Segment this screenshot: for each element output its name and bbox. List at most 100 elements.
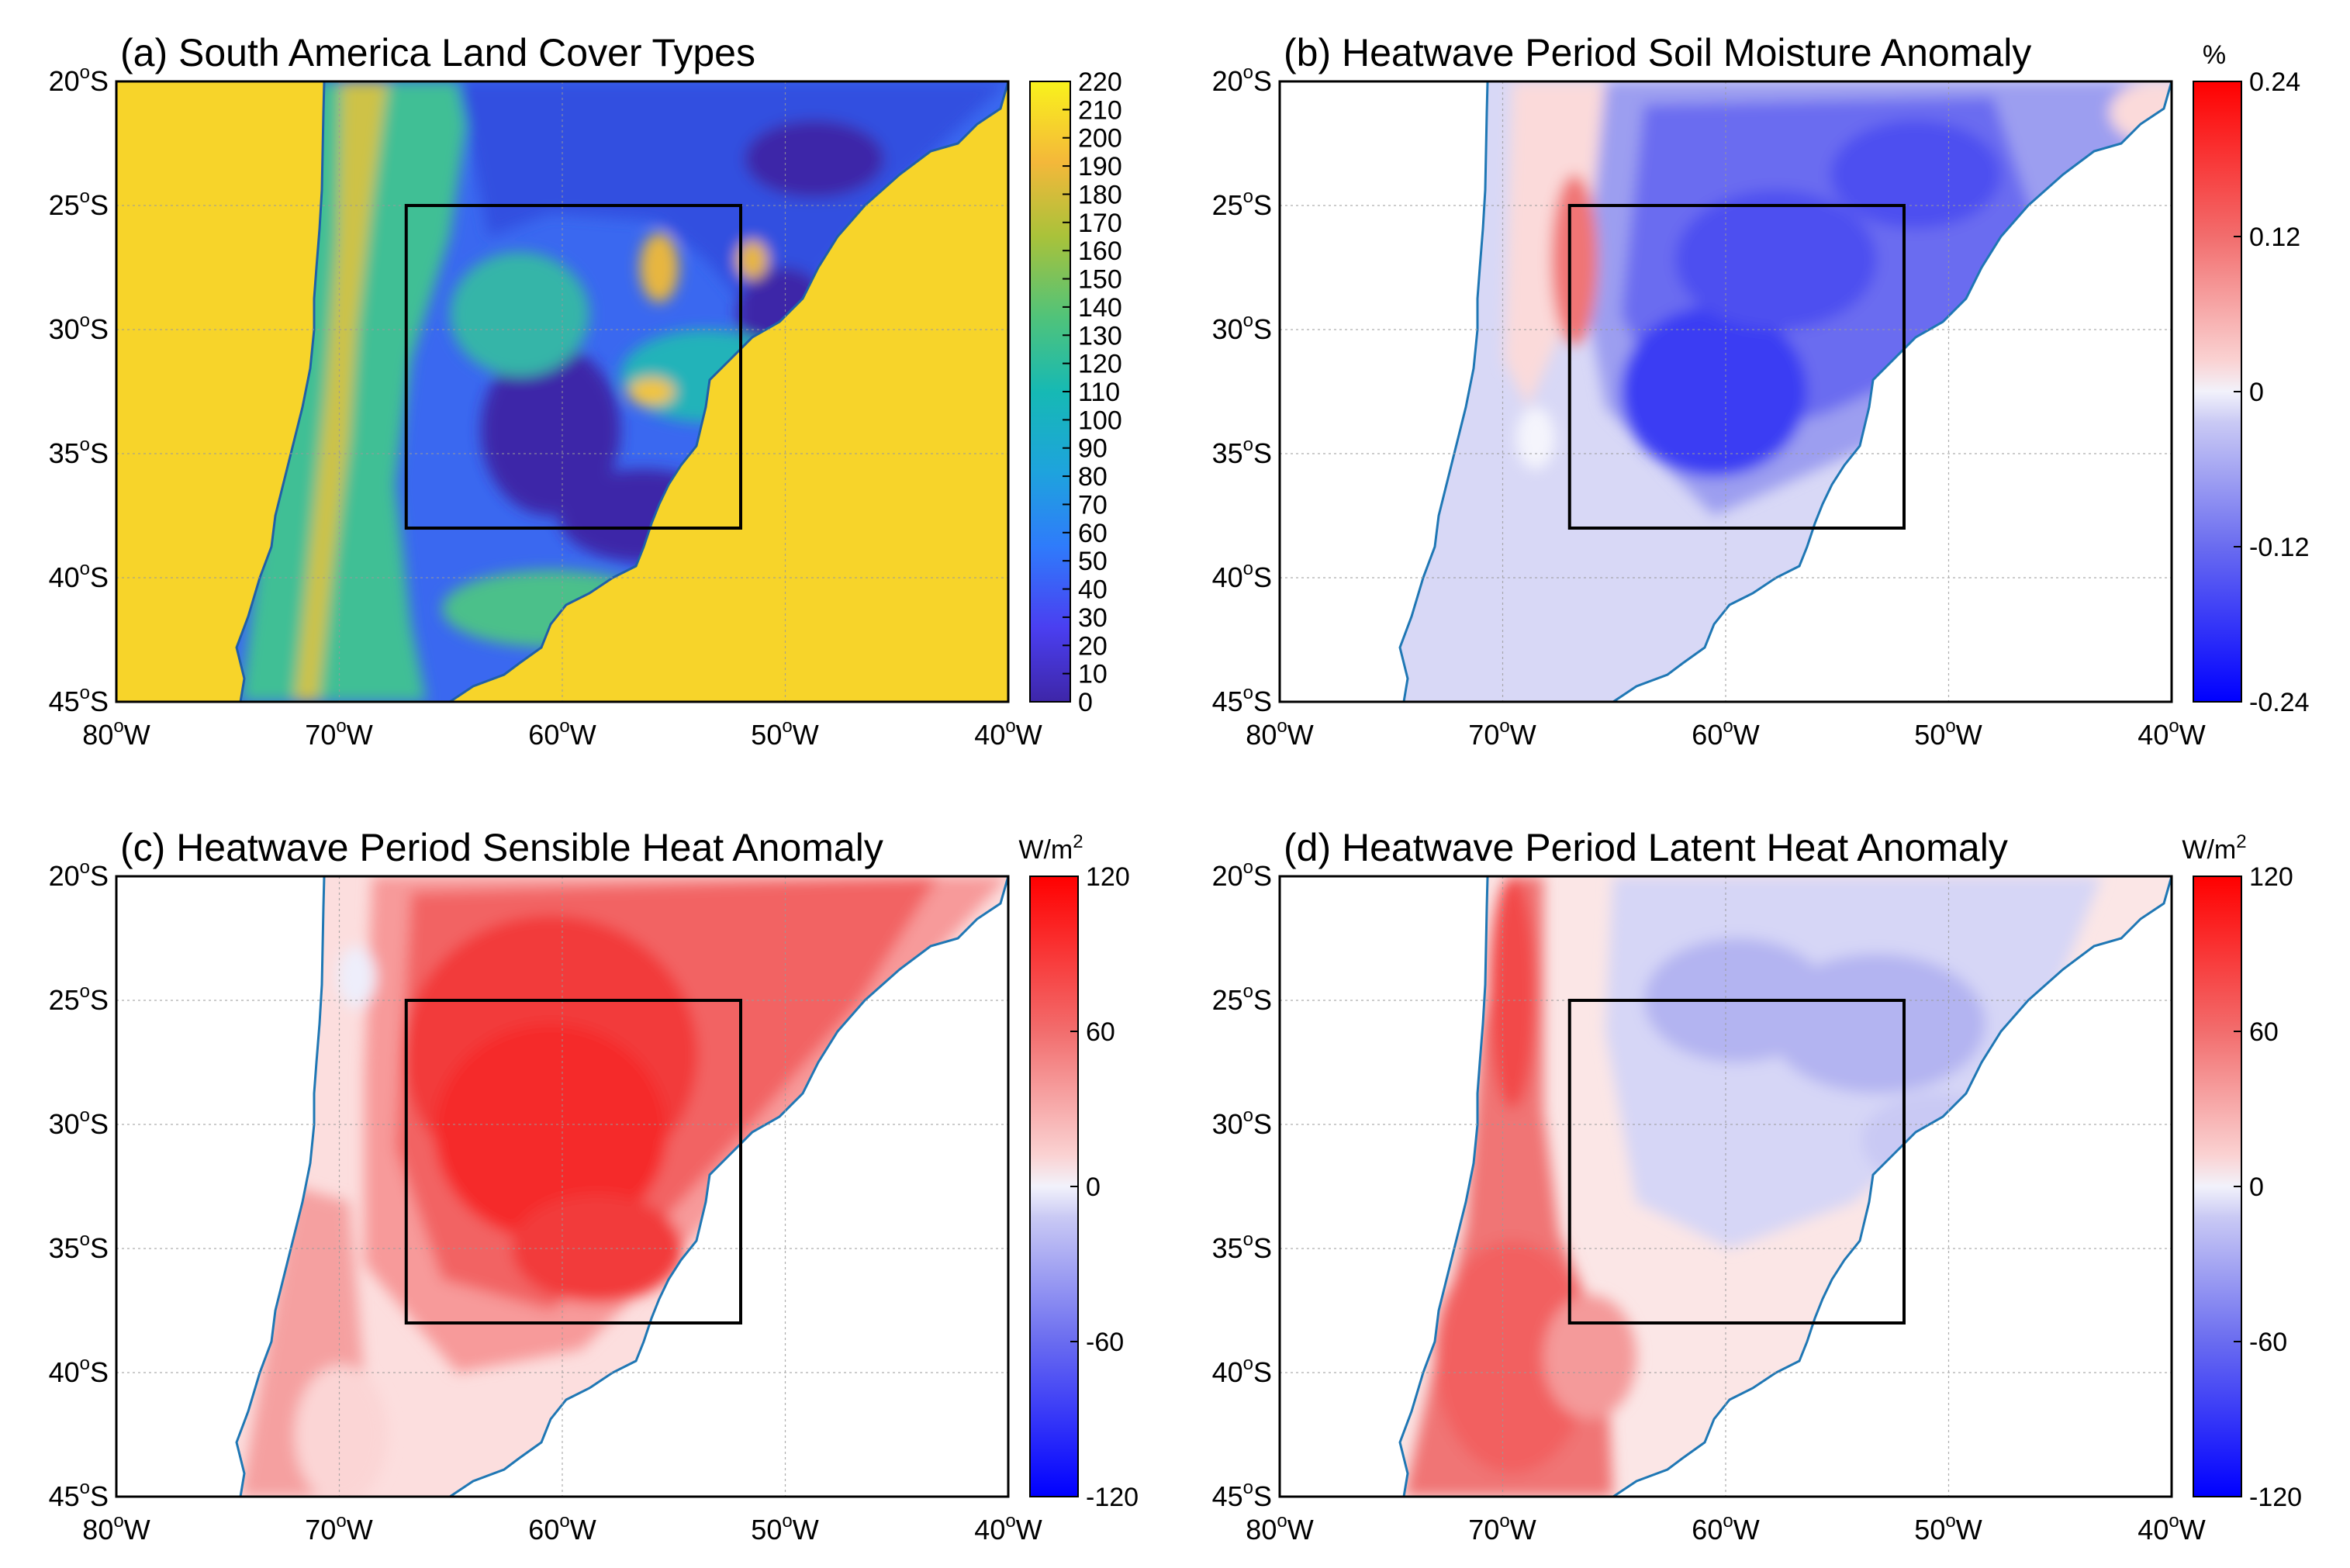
colorbar-tick-label: 0 (1078, 688, 1093, 717)
colorbar-tick-label: -0.24 (2249, 688, 2310, 717)
colorbar-tick-label: 90 (1078, 434, 1108, 464)
lon-label: 40oW (974, 716, 1042, 751)
svg-text:40oS: 40oS (49, 1353, 109, 1388)
colorbar-ticks: 0.24 0.12 0 -0.12 -0.24 (2234, 67, 2310, 717)
svg-text:80oW: 80oW (82, 1511, 150, 1546)
study-region-box (404, 999, 742, 1325)
panel-b-lat-ticks: 20oS 25oS 30oS 35oS 40oS 45oS (1212, 62, 1272, 717)
lat-label: 20oS (49, 62, 109, 97)
panel-c-lat-ticks: 20oS 25oS 30oS 35oS 40oS 45oS (49, 857, 109, 1512)
colorbar-tick-label: 60 (1078, 519, 1108, 548)
svg-text:30oS: 30oS (49, 1105, 109, 1140)
svg-text:70oW: 70oW (1468, 1511, 1536, 1546)
colorbar-tick-label: -0.12 (2249, 533, 2310, 562)
panel-a: (a) South America Land Cover Types (49, 31, 1122, 751)
colorbar-tick-label: 0.12 (2249, 223, 2300, 252)
svg-text:80oW: 80oW (1246, 1511, 1313, 1546)
svg-text:40oW: 40oW (2137, 716, 2205, 751)
svg-text:50oW: 50oW (1914, 1511, 1982, 1546)
colorbar-tick-label: 130 (1078, 321, 1122, 351)
colorbar-tick-label: 0 (2249, 1173, 2264, 1202)
svg-text:20oS: 20oS (49, 857, 109, 892)
colorbar-tick-label: 140 (1078, 293, 1122, 323)
colorbar-tick-label: 120 (2249, 862, 2293, 892)
panel-b-colorbar: % 0.24 0.12 0 -0.12 -0.24 (2193, 40, 2310, 717)
colorbar-tick-label: 120 (1086, 862, 1130, 892)
svg-text:60oW: 60oW (1692, 716, 1759, 751)
map-frame (1278, 80, 2173, 703)
panel-b: (b) Heatwave Period Soil Moisture Anomal… (1212, 31, 2310, 751)
panel-c-lon-ticks: 80oW 70oW 60oW 50oW 40oW (82, 1511, 1042, 1546)
colorbar-ticks: 120 60 0 -60 -120 (1070, 862, 1139, 1512)
svg-text:35oS: 35oS (49, 1229, 109, 1264)
colorbar-tick-label: 0 (2249, 378, 2264, 407)
colorbar-tick-label: 60 (2249, 1017, 2279, 1047)
lon-label: 80oW (82, 716, 150, 751)
colorbar-unit: W/m2 (1018, 831, 1083, 865)
lat-label: 30oS (49, 310, 109, 345)
colorbar-tick-label: 80 (1078, 462, 1108, 492)
lat-label: 25oS (49, 186, 109, 221)
svg-text:40oS: 40oS (1212, 1353, 1272, 1388)
colorbar-tick-label: 50 (1078, 547, 1108, 576)
svg-text:45oS: 45oS (1212, 1477, 1272, 1512)
panel-c-map (115, 875, 1010, 1498)
panel-b-map (1278, 80, 2173, 703)
panel-c-colorbar: W/m2 120 60 0 -60 -120 (1018, 831, 1139, 1512)
colorbar-tick-label: 200 (1078, 124, 1122, 154)
colorbar-tick-label: 70 (1078, 490, 1108, 520)
panel-a-title: (a) South America Land Cover Types (120, 31, 755, 74)
colorbar-tick-label: 220 (1078, 67, 1122, 97)
colorbar-tick-label: 30 (1078, 603, 1108, 633)
panel-d: (d) Heatwave Period Latent Heat Anomaly (1212, 826, 2302, 1546)
panel-a-colorbar: 2202102001901801701601501401301201101009… (1029, 67, 1122, 717)
colorbar-tick-label: 110 (1078, 378, 1120, 407)
colorbar-ticks: 2202102001901801701601501401301201101009… (1063, 67, 1122, 717)
study-region-box (1567, 999, 1906, 1325)
colorbar-tick-label: 170 (1078, 209, 1122, 238)
colorbar-tick-label: 10 (1078, 660, 1108, 689)
svg-text:25oS: 25oS (49, 981, 109, 1016)
panel-d-lat-ticks: 20oS 25oS 30oS 35oS 40oS 45oS (1212, 857, 1272, 1512)
svg-text:25oS: 25oS (1212, 186, 1272, 221)
svg-text:60oW: 60oW (528, 1511, 596, 1546)
svg-text:40oS: 40oS (1212, 558, 1272, 593)
svg-text:30oS: 30oS (1212, 1105, 1272, 1140)
colorbar-unit: % (2203, 40, 2226, 70)
svg-text:80oW: 80oW (1246, 716, 1313, 751)
colorbar-tick-label: 120 (1078, 350, 1122, 379)
svg-text:35oS: 35oS (1212, 434, 1272, 469)
colorbar-tick-label: 100 (1078, 406, 1122, 435)
panel-d-colorbar: W/m2 120 60 0 -60 -120 (2182, 831, 2302, 1512)
lat-label: 45oS (49, 682, 109, 717)
colorbar-unit: W/m2 (2182, 831, 2246, 865)
map-frame (115, 875, 1010, 1498)
colorbar-tick-label: 20 (1078, 631, 1108, 661)
svg-text:70oW: 70oW (1468, 716, 1536, 751)
colorbar-tick-label: 210 (1078, 95, 1122, 125)
panel-c: (c) Heatwave Period Sensible Heat Anomal… (49, 826, 1139, 1546)
study-region-box (1567, 204, 1906, 530)
panel-d-map (1278, 875, 2173, 1498)
colorbar-tick-label: -60 (2249, 1328, 2287, 1357)
svg-text:25oS: 25oS (1212, 981, 1272, 1016)
lon-label: 60oW (528, 716, 596, 751)
colorbar-tick-label: 40 (1078, 575, 1108, 605)
svg-text:40oW: 40oW (2137, 1511, 2205, 1546)
panel-c-title: (c) Heatwave Period Sensible Heat Anomal… (120, 826, 883, 869)
colorbar-tick-label: 150 (1078, 265, 1122, 295)
svg-text:70oW: 70oW (305, 1511, 372, 1546)
panel-d-lon-ticks: 80oW 70oW 60oW 50oW 40oW (1246, 1511, 2205, 1546)
colorbar-tick-label: 160 (1078, 237, 1122, 266)
map-frame (1278, 875, 2173, 1498)
lon-label: 70oW (305, 716, 372, 751)
svg-text:50oW: 50oW (1914, 716, 1982, 751)
colorbar-tick-label: 180 (1078, 180, 1122, 209)
colorbar-tick-label: -120 (1086, 1483, 1139, 1512)
panel-d-title: (d) Heatwave Period Latent Heat Anomaly (1284, 826, 2008, 869)
colorbar-tick-label: -120 (2249, 1483, 2302, 1512)
colorbar-ticks: 120 60 0 -60 -120 (2234, 862, 2302, 1512)
colorbar-tick-label: 190 (1078, 152, 1122, 181)
svg-text:20oS: 20oS (1212, 857, 1272, 892)
